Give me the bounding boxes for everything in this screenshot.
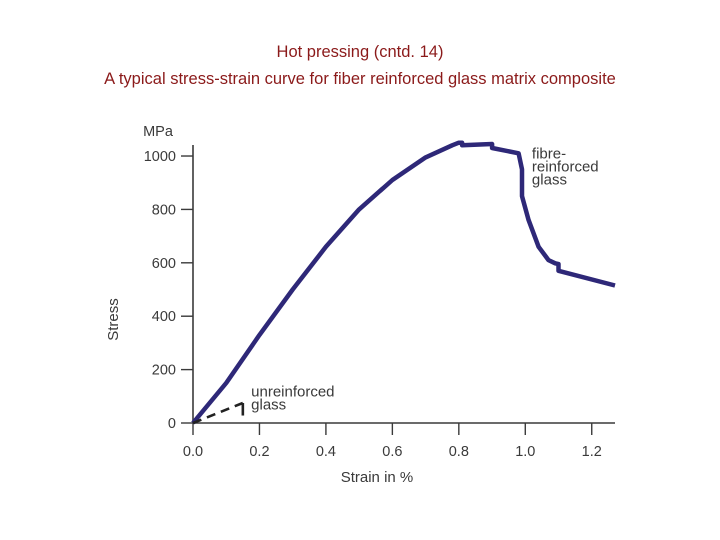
x-tick-label: 0.8 — [449, 444, 469, 460]
y-axis-label: Stress — [105, 298, 122, 341]
fibre-reinforced-curve — [191, 140, 616, 425]
fibre-reinforced-label: fibre-reinforced glass — [532, 146, 599, 189]
x-tick-label: 0.2 — [249, 444, 269, 460]
y-tick-label: 400 — [152, 309, 176, 325]
y-tick-label: 600 — [152, 256, 176, 272]
unreinforced-label: unreinforced glass — [251, 383, 334, 413]
chart-axes — [192, 145, 615, 424]
x-tick-label: 0.6 — [382, 444, 402, 460]
x-axis-label: Strain in % — [341, 469, 414, 486]
slide-title: Hot pressing (cntd. 14) — [276, 43, 444, 61]
y-unit-label: MPa — [143, 124, 174, 140]
y-ticks: 0 200 400 600 800 1000 — [144, 149, 193, 432]
unreinforced-curve — [192, 401, 244, 425]
x-ticks: 0.0 0.2 0.4 0.6 0.8 1.0 1.2 — [183, 423, 602, 460]
y-tick-label: 200 — [152, 363, 176, 379]
x-tick-label: 1.2 — [582, 444, 602, 460]
y-tick-label: 0 — [168, 416, 176, 432]
x-tick-label: 0.0 — [183, 444, 203, 460]
y-tick-label: 800 — [152, 202, 176, 218]
slide-subtitle: A typical stress-strain curve for fiber … — [104, 70, 616, 88]
x-tick-label: 1.0 — [515, 444, 535, 460]
y-tick-label: 1000 — [144, 149, 176, 165]
x-tick-label: 0.4 — [316, 444, 336, 460]
series-layer: fibre-reinforced glass unreinforced glass — [191, 140, 616, 425]
